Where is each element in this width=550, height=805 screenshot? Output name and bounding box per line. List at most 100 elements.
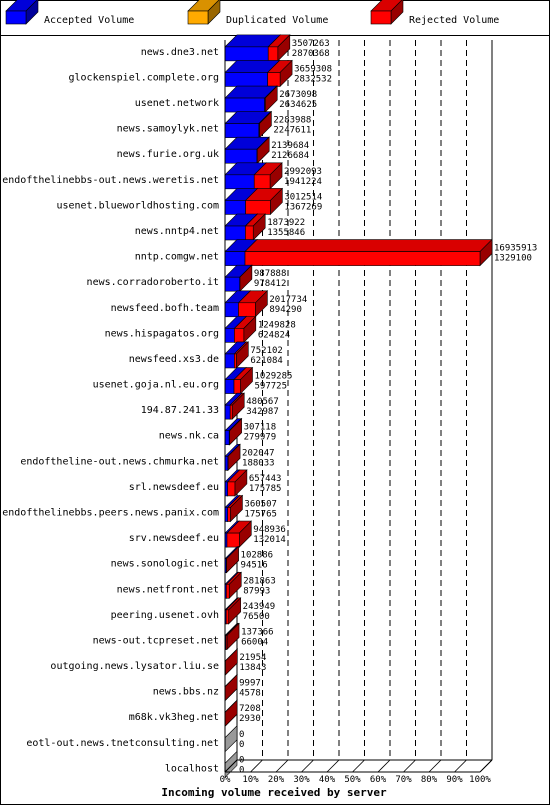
accepted-value-label: 0 [239,765,244,775]
category-label: glockenspiel.complete.org [68,72,219,83]
legend-swatch-2-front [187,10,209,25]
total-value-label: 3507263 [292,39,330,49]
x-tick-label: 40% [319,775,336,785]
category-label: news.corradoroberto.it [87,277,219,288]
total-value-label: 3012514 [284,192,322,202]
bar-segment-accepted-volume-front [224,379,235,394]
bar-segment-rejected-volume [226,520,253,548]
accepted-value-label: 2832532 [294,74,332,84]
bar-segment-rejected-volume-front [225,609,229,625]
legend-swatch-3 [370,0,404,25]
bar-segment-accepted-volume-front [224,225,246,241]
bar-segment-rejected-volume-front [227,507,231,522]
bar-segment-accepted-volume-front [224,276,241,292]
bar-segment-rejected-volume [226,494,244,523]
bar-segment-rejected-volume [237,290,269,318]
legend-label-3: Rejected Volume [409,15,499,26]
accepted-value-label: 894290 [269,305,302,315]
category-label: usenet.blueworldhosting.com [56,200,219,211]
accepted-value-label: 2126684 [271,151,309,161]
total-value-label: 9997 [239,679,261,689]
category-label: usenet.network [135,98,219,109]
accepted-value-label: 624824 [258,330,291,340]
category-label: endoftheline-out.news.chmurka.net [20,456,219,467]
total-value-label: 202047 [242,448,275,458]
category-label: news.bbs.nz [153,687,219,698]
category-label: 194.87.241.33 [141,405,219,416]
accepted-value-label: 132014 [253,535,286,545]
accepted-value-label: 2870368 [292,49,330,59]
bar-segment-rejected-volume [233,341,250,369]
total-value-label: 1029285 [254,372,292,382]
accepted-value-label: 4578 [239,689,261,699]
x-tick-label: 20% [268,775,285,785]
x-tick-mark [250,759,263,773]
bar-segment-rejected-volume-front [233,379,241,394]
bar-segment-accepted-volume-front [224,353,235,369]
bar-segment-accepted-volume-front [224,200,246,215]
total-value-label: 1249828 [258,320,296,330]
bar-segment-accepted-volume-front [224,123,260,138]
total-value-label: 2992093 [284,167,322,177]
legend-swatch-3-front [370,10,392,25]
bar-segment-rejected-volume [225,545,240,574]
accepted-value-label: 175785 [249,484,282,494]
bar-segment-rejected-volume-front [226,583,230,599]
x-axis-title: Incoming volume received by server [161,786,387,799]
bar-segment-rejected-volume-front [258,123,260,138]
category-label: news-out.tcpreset.net [93,635,219,646]
bar-segment-rejected-volume-front [229,404,233,420]
bar-segment-rejected-volume [227,443,241,472]
bar-segment-rejected-volume [225,622,240,651]
category-label: peering.usenet.ovh [111,610,219,621]
legend-label-1: Accepted Volume [44,15,134,26]
accepted-value-label: 1329100 [494,254,532,264]
bar-segment-rejected-volume-front [225,635,228,650]
bar-empty [224,750,238,779]
bar-segment-rejected-volume-front [234,328,245,343]
total-value-label: 281863 [243,576,276,586]
x-tick-label: 50% [344,775,361,785]
bar-segment-rejected-volume-front [245,225,254,241]
bar-empty-side [224,750,238,779]
x-tick-label: 60% [370,775,387,785]
category-label: news.dne3.net [141,47,219,58]
total-value-label: 752102 [250,346,283,356]
x-tick-label: 0% [220,775,231,785]
bar-segment-rejected-volume-front [238,302,256,318]
category-label: m68k.vk3heg.net [129,712,219,723]
x-tick-mark [479,759,493,773]
category-label: usenet.goja.nl.eu.org [93,380,219,391]
accepted-value-label: 94516 [241,561,268,571]
bar-segment-rejected-volume-front [234,353,237,369]
total-value-label: 2139684 [271,141,309,151]
total-value-label: 987888 [254,269,287,279]
category-label: eotl-out.news.tnetconsulting.net [26,738,219,749]
total-value-label: 1873922 [267,218,305,228]
accepted-value-label: 175765 [244,510,277,520]
category-label: newsfeed.xs3.de [129,354,219,365]
bar-segment-accepted-volume-front [224,430,230,446]
bar-row-17: endoftheline-out.news.chmurka.net 2020471… [20,443,275,472]
total-value-label: 307118 [244,423,277,433]
x-tick-mark [352,759,365,773]
bar-segment-rejected-volume [229,392,245,420]
category-label: endofthelinebbs.peers.news.panix.com [2,508,219,519]
bar-segment-rejected-volume [239,264,253,292]
total-value-label: 480567 [246,397,279,407]
x-tick-mark [301,759,314,773]
category-label: news.netfront.net [117,584,219,595]
total-value-label: 948936 [253,525,286,535]
bar-segment-rejected-volume-front [264,97,266,113]
bar-segment-rejected-volume [225,597,242,625]
